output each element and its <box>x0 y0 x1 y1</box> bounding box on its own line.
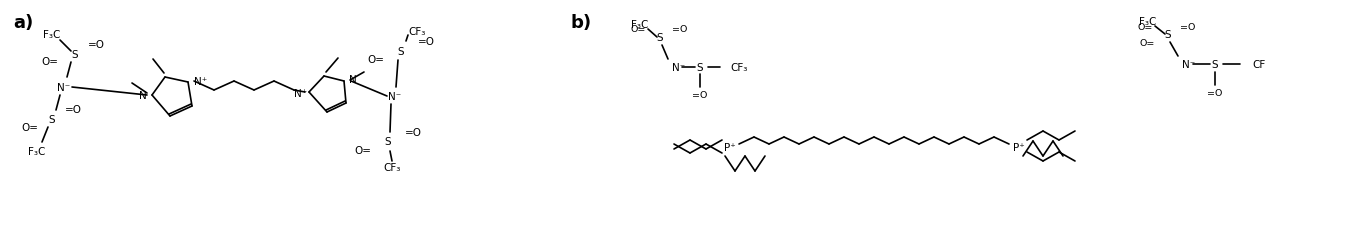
Text: F₃C: F₃C <box>44 30 60 40</box>
Text: N⁺: N⁺ <box>193 77 207 87</box>
Text: S: S <box>1165 30 1172 40</box>
Text: S: S <box>48 114 55 124</box>
Text: S: S <box>71 50 78 60</box>
Text: N⁻: N⁻ <box>388 92 402 101</box>
Text: CF₃: CF₃ <box>730 63 748 73</box>
Text: O=: O= <box>1140 38 1155 47</box>
Text: CF₃: CF₃ <box>383 162 401 172</box>
Text: S: S <box>1211 60 1218 70</box>
Text: =O: =O <box>405 128 423 137</box>
Text: O=: O= <box>21 123 38 132</box>
Text: O=: O= <box>631 25 646 34</box>
Text: =O: =O <box>693 90 708 99</box>
Text: O=: O= <box>1137 23 1152 32</box>
Text: =O: =O <box>672 25 687 34</box>
Text: F₃C: F₃C <box>29 146 45 156</box>
Text: F₃C: F₃C <box>631 20 649 30</box>
Text: =O: =O <box>88 40 106 50</box>
Text: P⁺: P⁺ <box>1013 142 1025 152</box>
Text: N: N <box>139 91 147 101</box>
Text: N⁻: N⁻ <box>672 63 685 73</box>
Text: N⁻: N⁻ <box>58 83 70 93</box>
Text: O=: O= <box>366 55 384 65</box>
Text: S: S <box>657 33 663 43</box>
Text: =O: =O <box>418 37 435 47</box>
Text: O=: O= <box>41 57 58 67</box>
Text: =O: =O <box>64 105 82 114</box>
Text: b): b) <box>569 14 591 32</box>
Text: =O: =O <box>1207 88 1222 97</box>
Text: S: S <box>384 136 391 146</box>
Text: CF₃: CF₃ <box>407 27 425 37</box>
Text: CF: CF <box>1253 60 1265 70</box>
Text: S: S <box>697 63 704 73</box>
Text: N: N <box>348 75 357 85</box>
Text: S: S <box>398 47 405 57</box>
Text: a): a) <box>12 14 33 32</box>
Text: =O: =O <box>1180 23 1195 32</box>
Text: O=: O= <box>354 145 370 155</box>
Text: N⁻: N⁻ <box>1183 60 1195 70</box>
Text: N⁺: N⁺ <box>294 89 307 98</box>
Text: P⁺: P⁺ <box>724 142 735 152</box>
Text: F₃C: F₃C <box>1139 17 1157 27</box>
